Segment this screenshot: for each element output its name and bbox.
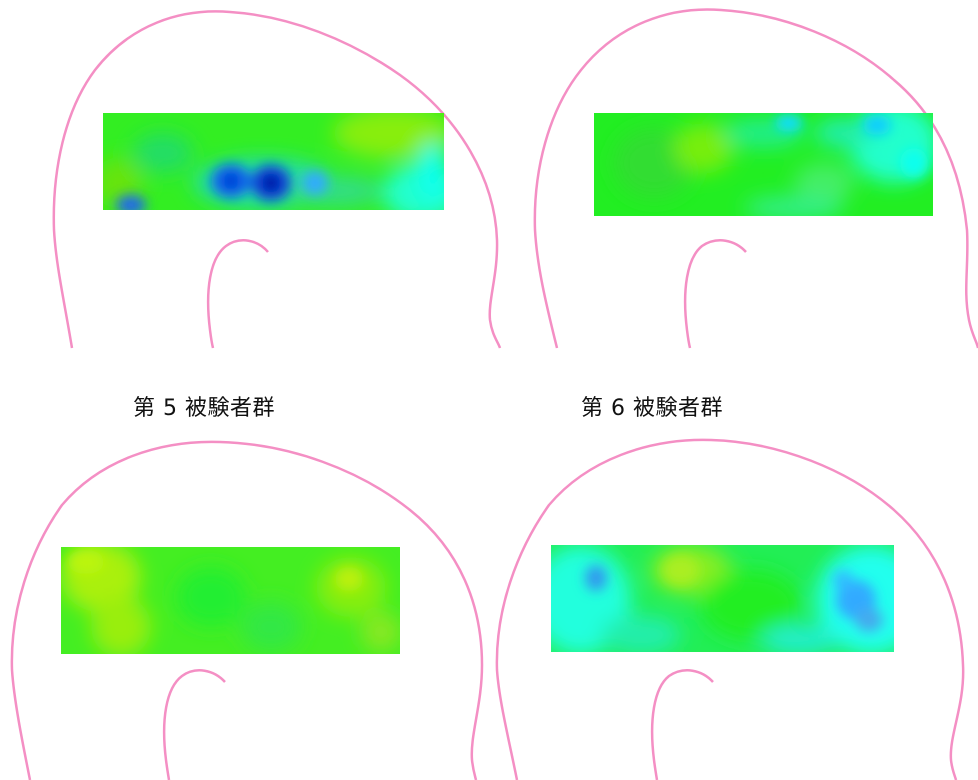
ear-outline: [650, 669, 714, 780]
ear-outline: [162, 669, 226, 780]
heatmap-bottom-right: [551, 545, 894, 652]
heatmap-top-left: [103, 113, 444, 210]
head-panel-bottom-left: [0, 430, 489, 780]
head-outline-diagram: [495, 438, 965, 780]
head-outline-diagram: [10, 440, 484, 780]
head-panel-top-right: [489, 0, 978, 350]
caption-bottom-left: 第 5 被験者群: [133, 396, 275, 421]
head-outline: [533, 8, 978, 349]
heatmap-bottom-left: [61, 547, 400, 654]
head-outline: [10, 440, 484, 780]
head-outline: [495, 438, 965, 780]
caption-bottom-right: 第 6 被験者群: [581, 396, 723, 421]
head-outline: [52, 10, 502, 349]
ear-outline: [206, 239, 269, 349]
head-panel-top-left: [0, 0, 502, 350]
head-outline-diagram: [533, 8, 978, 349]
head-outline-diagram: [52, 10, 502, 349]
ear-outline: [683, 239, 747, 349]
heatmap-top-right: [594, 113, 933, 216]
head-panel-bottom-right: [489, 430, 978, 780]
